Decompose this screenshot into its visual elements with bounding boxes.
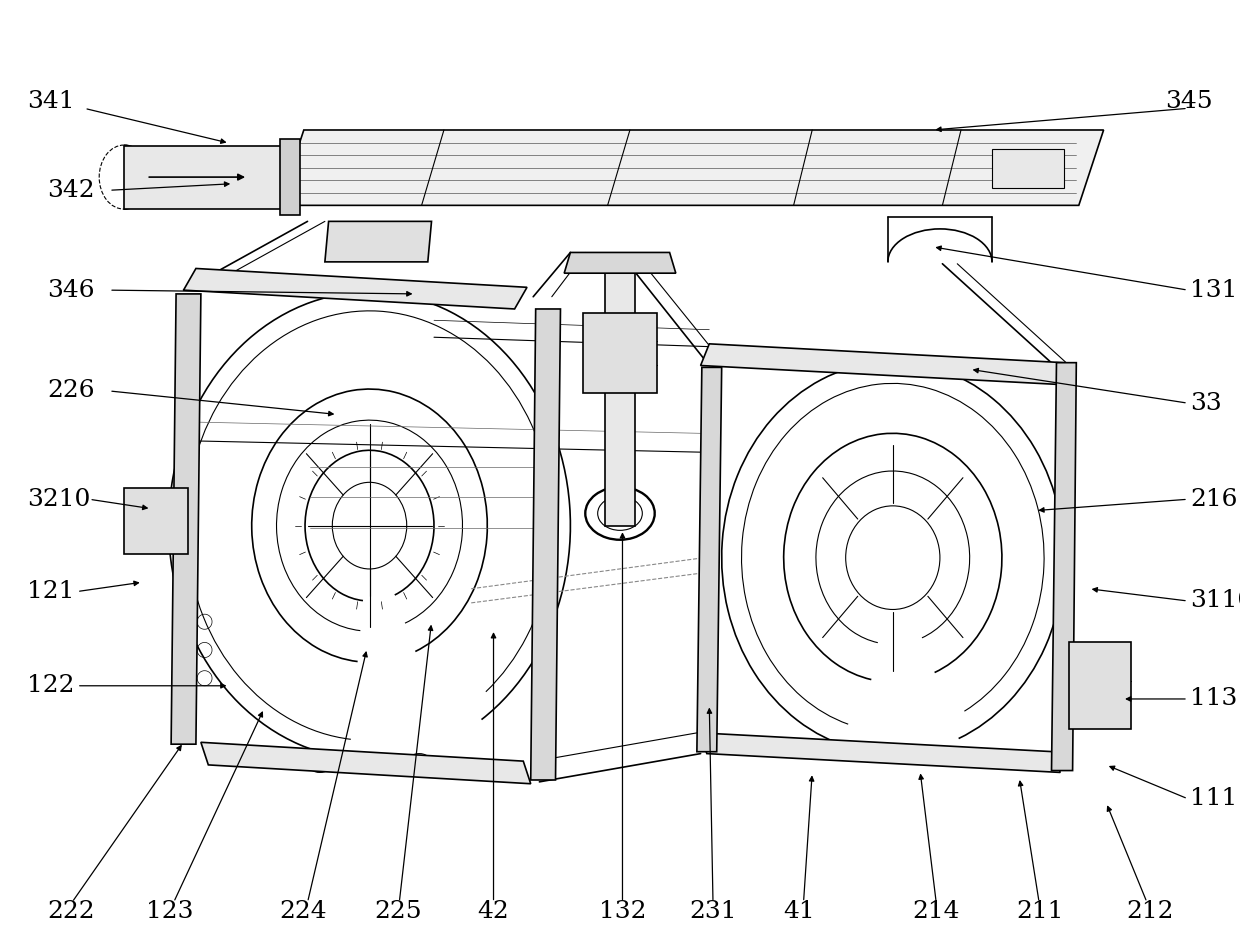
Text: 3210: 3210 <box>27 488 91 511</box>
Polygon shape <box>1052 363 1076 771</box>
Text: 132: 132 <box>599 901 646 923</box>
Polygon shape <box>171 294 201 744</box>
Text: 346: 346 <box>47 279 94 301</box>
Text: 41: 41 <box>784 901 816 923</box>
Polygon shape <box>279 130 1104 205</box>
Text: 214: 214 <box>913 901 960 923</box>
Polygon shape <box>201 742 531 784</box>
Polygon shape <box>701 733 1060 772</box>
Text: 216: 216 <box>1190 488 1238 511</box>
Text: 113: 113 <box>1190 688 1238 710</box>
Text: 123: 123 <box>146 901 193 923</box>
Text: 212: 212 <box>1126 901 1173 923</box>
Text: 225: 225 <box>374 901 422 923</box>
Text: 342: 342 <box>47 179 94 202</box>
Polygon shape <box>564 252 676 273</box>
Text: 42: 42 <box>477 901 510 923</box>
Text: 131: 131 <box>1190 279 1238 301</box>
Text: 3110: 3110 <box>1190 590 1240 612</box>
Text: 122: 122 <box>27 674 74 697</box>
Text: 345: 345 <box>1166 90 1213 113</box>
Text: 111: 111 <box>1190 788 1238 810</box>
Text: 222: 222 <box>47 901 94 923</box>
Bar <box>124 488 188 554</box>
Bar <box>1069 642 1131 729</box>
Polygon shape <box>531 309 560 780</box>
Polygon shape <box>701 344 1064 384</box>
Text: 224: 224 <box>279 901 326 923</box>
Text: 231: 231 <box>689 901 737 923</box>
Text: 121: 121 <box>27 580 74 603</box>
Text: 33: 33 <box>1190 392 1223 414</box>
Bar <box>583 313 657 393</box>
Text: 226: 226 <box>47 380 94 402</box>
Polygon shape <box>124 146 285 209</box>
Bar <box>992 149 1064 188</box>
Polygon shape <box>280 139 300 215</box>
Polygon shape <box>605 266 635 526</box>
Text: 341: 341 <box>27 90 74 113</box>
Polygon shape <box>697 367 722 752</box>
Text: 211: 211 <box>1017 901 1064 923</box>
Polygon shape <box>325 221 432 262</box>
Polygon shape <box>184 268 527 309</box>
